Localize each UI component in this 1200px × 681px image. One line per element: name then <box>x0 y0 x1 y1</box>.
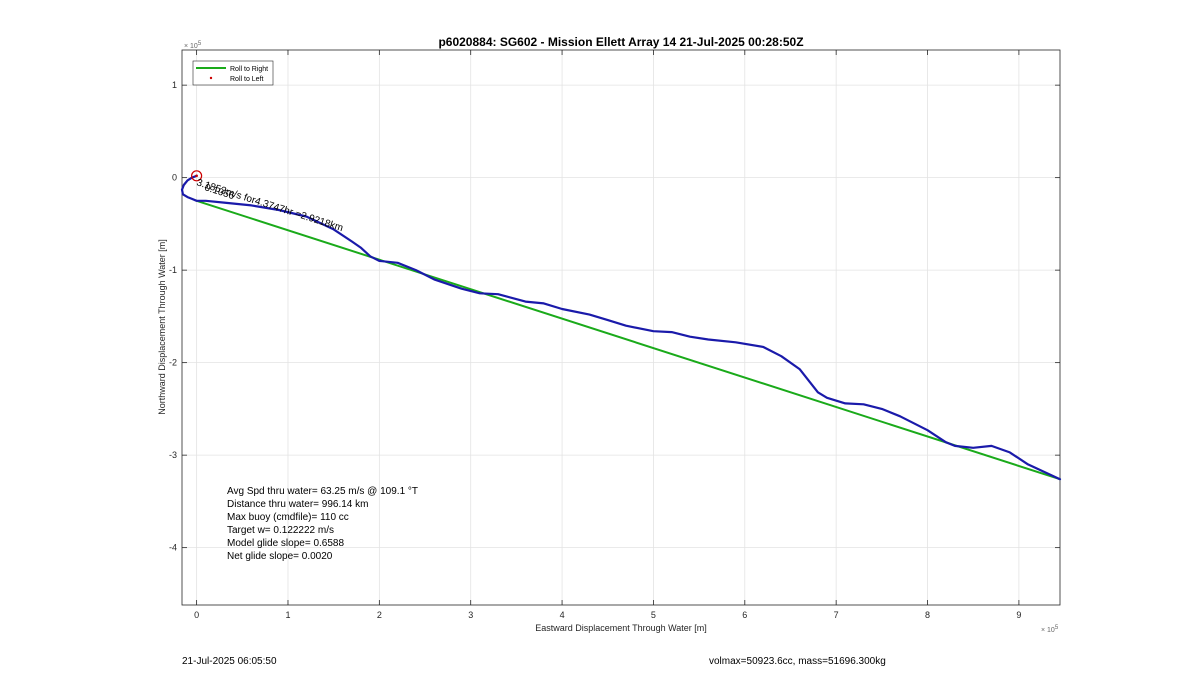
start-marker-dot <box>195 174 198 178</box>
y-tick-label: -3 <box>169 450 177 460</box>
x-tick-label: 0 <box>194 610 199 620</box>
x-tick-label: 8 <box>925 610 930 620</box>
y-tick-label: 0 <box>172 173 177 183</box>
footer-timestamp: 21-Jul-2025 06:05:50 <box>182 656 277 667</box>
y-exponent-power: 5 <box>198 41 202 47</box>
x-tick-label: 7 <box>834 610 839 620</box>
x-tick-label: 2 <box>377 610 382 620</box>
series-line-green <box>195 199 1061 481</box>
start-marker-circle <box>191 170 203 182</box>
axis-ticks: 0 1 2 3 4 5 6 7 8 910-1-2-3-4 <box>169 50 1060 620</box>
x-exponent-base: × 10 <box>1041 627 1055 634</box>
x-exponent-power: 5 <box>1055 625 1059 631</box>
legend-box <box>192 60 274 86</box>
y-tick-label: 1 <box>172 80 177 90</box>
svg-text:× 105: × 105 <box>184 41 202 50</box>
start-marker-group <box>191 170 203 182</box>
legend: Roll to Right Roll to Left <box>192 60 274 86</box>
footer-volume-mass: volmax=50923.6cc, mass=51696.300kg <box>709 656 886 667</box>
x-axis-label: Eastward Displacement Through Water [m] <box>535 623 707 633</box>
y-axis-label: Northward Displacement Through Water [m] <box>157 239 167 415</box>
x-tick-label: 3 <box>468 610 473 620</box>
y-tick-label: -2 <box>169 358 177 368</box>
x-tick-label: 9 <box>1016 610 1021 620</box>
stats-target-w: Target w= 0.122222 m/s <box>227 525 334 536</box>
x-tick-label: 6 <box>742 610 747 620</box>
x-tick-label: 1 <box>285 610 290 620</box>
legend-label-roll-left: Roll to Left <box>230 76 264 83</box>
legend-dot-roll-left <box>209 76 213 80</box>
plot-area-frame <box>181 49 1061 606</box>
stats-distance: Distance thru water= 996.14 km <box>227 499 368 510</box>
stats-text-block: Avg Spd thru water= 63.25 m/s @ 109.1 °T… <box>227 486 418 562</box>
stats-model-glide-slope: Model glide slope= 0.6588 <box>227 538 344 549</box>
grid-lines <box>182 50 1060 605</box>
y-tick-label: -1 <box>169 265 177 275</box>
x-tick-label: 4 <box>560 610 565 620</box>
y-tick-label: -4 <box>169 543 177 553</box>
legend-label-roll-right: Roll to Right <box>230 66 268 73</box>
y-exponent-base: × 10 <box>184 43 198 50</box>
svg-text:× 105: × 105 <box>1041 625 1059 634</box>
series-line-blue <box>180 174 1062 481</box>
chart-title: p6020884: SG602 - Mission Ellett Array 1… <box>438 35 803 49</box>
stats-max-buoy: Max buoy (cmdfile)= 110 cc <box>227 512 349 523</box>
y-exponent-label: × 105 <box>184 41 202 50</box>
stats-avg-speed: Avg Spd thru water= 63.25 m/s @ 109.1 °T <box>227 486 418 497</box>
stats-net-glide-slope: Net glide slope= 0.0020 <box>227 551 333 562</box>
x-tick-label: 5 <box>651 610 656 620</box>
data-series <box>180 174 1062 481</box>
x-exponent-label: × 105 <box>1041 625 1059 634</box>
